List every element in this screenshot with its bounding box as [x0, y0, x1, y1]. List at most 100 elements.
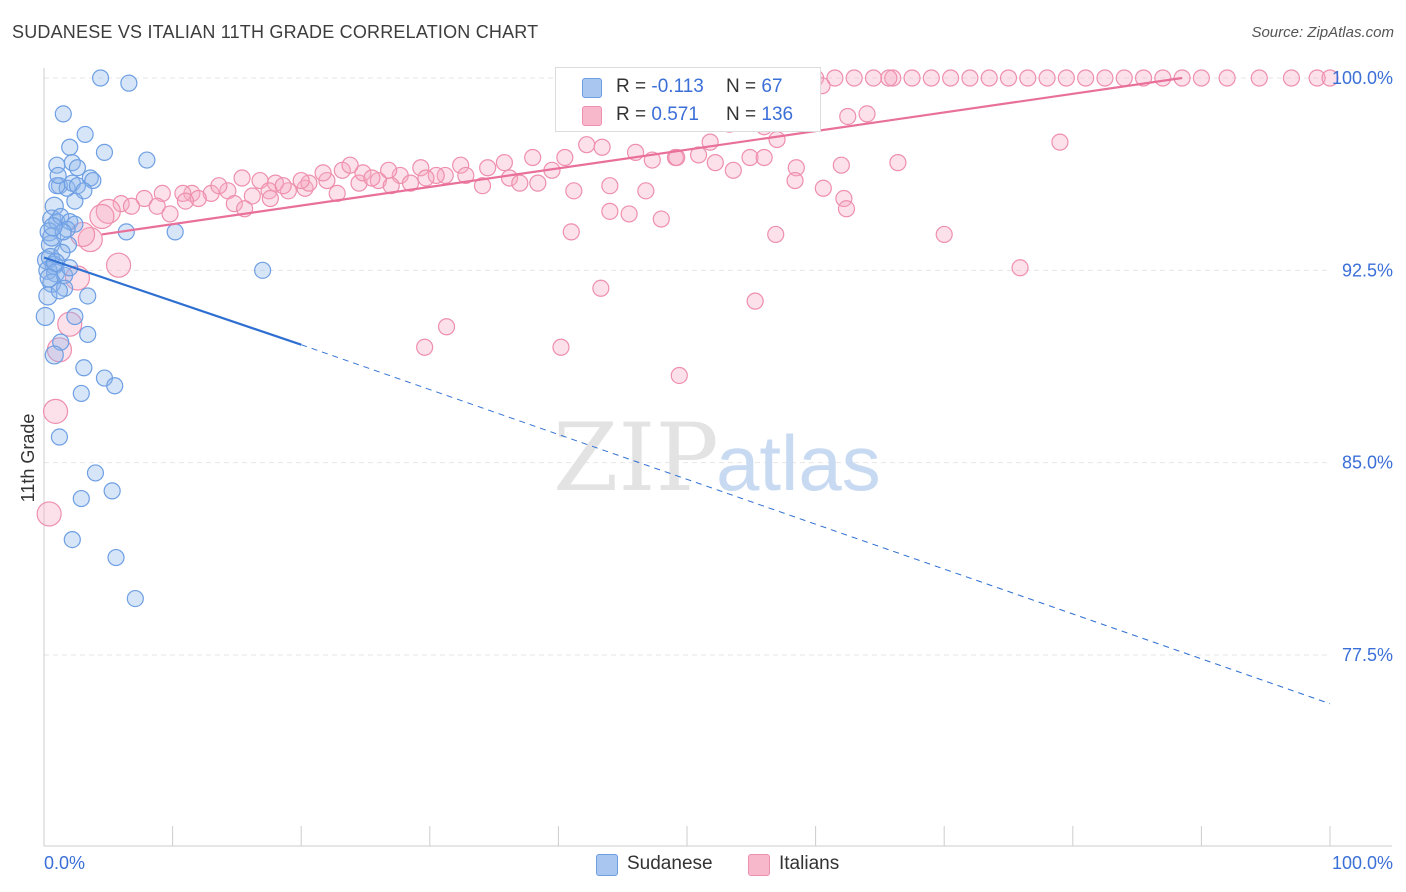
italian-point-111 — [261, 189, 279, 208]
source-label: Source: ZipAtlas.com — [1251, 24, 1394, 41]
italian-point-47 — [787, 159, 805, 177]
italian-point-72 — [153, 184, 171, 202]
y-tick-label-1: 85.0% — [1342, 453, 1393, 473]
italian-point-7 — [884, 69, 902, 87]
italian-point-56 — [436, 166, 454, 185]
italian-point-129 — [42, 398, 69, 424]
sudanese-point-27 — [166, 223, 184, 241]
italian-point-125 — [77, 226, 103, 253]
italian-point-43 — [741, 148, 759, 167]
italians-trend-line — [101, 76, 1183, 236]
italian-point-131 — [105, 252, 132, 278]
italian-point-42 — [706, 154, 724, 172]
italian-point-104 — [210, 177, 228, 195]
legend-n-sudanese: N = 67 — [726, 76, 783, 97]
italian-point-60 — [350, 174, 368, 192]
italian-point-101 — [382, 177, 400, 195]
italian-point-29 — [880, 69, 898, 87]
italian-point-9 — [922, 69, 940, 87]
sudanese-point-5 — [138, 151, 156, 169]
italian-point-50 — [1051, 133, 1069, 151]
italian-point-77 — [189, 189, 207, 208]
italian-point-23 — [1192, 69, 1211, 87]
sudanese-point-6 — [61, 138, 79, 156]
sudanese-trend-line — [43, 256, 302, 346]
sudanese-point-49 — [72, 384, 90, 403]
italian-point-99 — [341, 156, 359, 174]
correlation-legend: R = -0.113 N = 67 R = 0.571 N = 136 — [555, 67, 821, 132]
italian-point-134 — [562, 223, 580, 241]
italian-point-31 — [839, 107, 857, 126]
italian-point-91 — [565, 182, 583, 200]
italian-point-19 — [1115, 69, 1133, 87]
italian-point-13 — [999, 69, 1018, 87]
italian-point-84 — [401, 174, 420, 192]
italian-point-96 — [668, 148, 686, 167]
italian-point-117 — [767, 225, 785, 244]
sudanese-point-0 — [91, 69, 110, 87]
sudanese-point-13 — [58, 179, 76, 197]
italian-point-82 — [354, 164, 372, 182]
italian-point-89 — [529, 174, 547, 192]
italian-point-73 — [135, 189, 153, 208]
italian-point-112 — [814, 179, 832, 197]
italian-point-67 — [233, 169, 251, 187]
sudanese-point-58 — [53, 243, 71, 261]
italian-point-25 — [1250, 69, 1268, 87]
italian-point-74 — [112, 195, 130, 213]
x-tick-label-0: 0.0% — [44, 853, 85, 873]
sudanese-point-55 — [107, 548, 125, 567]
sudanese-point-33 — [38, 260, 58, 280]
sudanese-point-46 — [75, 359, 93, 377]
italian-point-46 — [724, 161, 742, 179]
italian-point-15 — [1038, 69, 1056, 87]
italian-point-32 — [858, 105, 876, 123]
sudanese-point-39 — [79, 287, 97, 305]
chart-title: SUDANESE VS ITALIAN 11TH GRADE CORRELATI… — [12, 22, 539, 42]
italian-point-10 — [942, 69, 960, 87]
italian-point-120 — [746, 292, 764, 310]
italian-point-44 — [768, 130, 786, 149]
sudanese-point-53 — [72, 489, 90, 508]
italian-point-119 — [592, 279, 610, 297]
italian-point-64 — [279, 182, 297, 200]
sudanese-point-62 — [49, 166, 67, 185]
sudanese-point-45 — [44, 345, 64, 365]
sudanese-point-40 — [254, 261, 272, 279]
italian-point-26 — [1282, 69, 1301, 87]
italian-point-133 — [601, 202, 619, 220]
italian-point-51 — [524, 148, 542, 167]
italian-point-54 — [479, 159, 497, 177]
italian-point-123 — [552, 338, 570, 356]
legend-row-sudanese: R = -0.113 N = 67 — [556, 74, 820, 102]
italian-point-107 — [161, 205, 179, 223]
sudanese-point-42 — [66, 307, 84, 326]
italian-point-62 — [318, 171, 336, 190]
sudanese-point-8 — [63, 154, 81, 172]
italian-point-85 — [427, 166, 445, 185]
legend-swatch-sudanese — [582, 78, 602, 98]
italian-point-78 — [225, 195, 243, 213]
legend-row-italians: R = 0.571 N = 136 — [556, 102, 820, 130]
italian-point-37 — [593, 138, 611, 156]
italian-point-127 — [57, 311, 83, 337]
italian-point-12 — [980, 69, 998, 87]
italian-point-18 — [1096, 69, 1114, 87]
italian-point-94 — [637, 182, 655, 200]
sudanese-point-48 — [106, 377, 124, 395]
italian-point-124 — [670, 366, 688, 385]
legend-r-sudanese: R = -0.113 — [616, 76, 704, 97]
italian-point-122 — [416, 338, 434, 356]
italian-point-106 — [274, 177, 292, 195]
sudanese-trend-extension — [301, 344, 1331, 705]
italian-point-45 — [755, 148, 773, 167]
sudanese-point-56 — [126, 589, 144, 608]
grid-lines — [44, 77, 1330, 656]
italian-point-100 — [363, 169, 381, 187]
italian-point-27 — [1308, 69, 1326, 87]
sudanese-point-43 — [79, 325, 97, 344]
bottom-swatch-italians — [748, 854, 770, 876]
italian-point-17 — [1077, 69, 1095, 87]
italian-point-14 — [1019, 69, 1037, 87]
